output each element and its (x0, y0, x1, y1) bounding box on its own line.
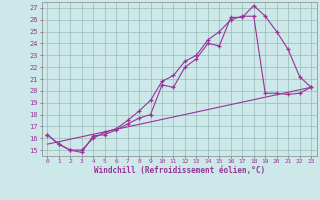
X-axis label: Windchill (Refroidissement éolien,°C): Windchill (Refroidissement éolien,°C) (94, 166, 265, 175)
